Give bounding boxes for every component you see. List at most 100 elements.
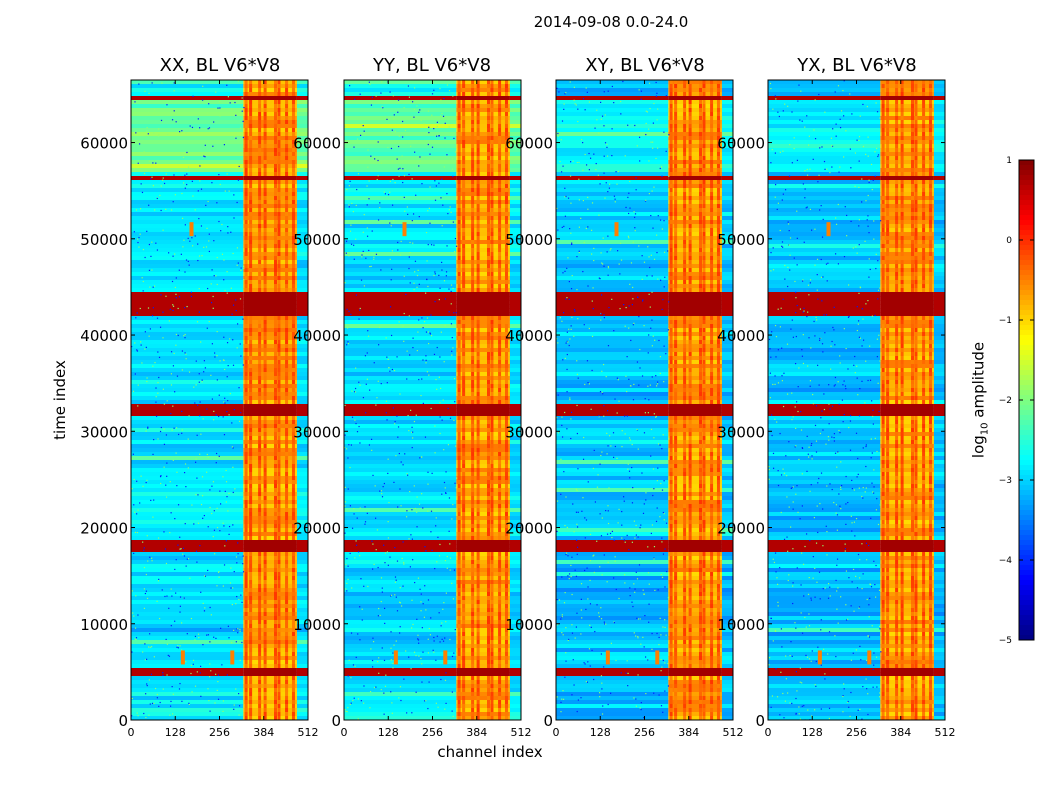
noise-speck (399, 626, 401, 628)
heatmap-cell (263, 472, 267, 477)
heatmap-cell (504, 656, 508, 661)
heatmap-cell (263, 336, 267, 341)
heatmap-cell (131, 640, 244, 645)
heatmap-cell (456, 132, 510, 137)
heatmap-cell (476, 472, 480, 477)
noise-speck (410, 145, 412, 147)
noise-speck (391, 129, 393, 131)
heatmap-cell (285, 684, 289, 689)
heatmap-cell (476, 628, 480, 633)
heatmap-cell (462, 264, 466, 269)
heatmap-cell (131, 712, 244, 717)
heatmap-cell (457, 184, 461, 189)
heatmap-cell (504, 276, 508, 281)
noise-speck (156, 317, 159, 319)
heatmap-cell (668, 148, 722, 153)
noise-speck (203, 246, 205, 248)
noise-speck (424, 700, 426, 702)
noise-speck (239, 659, 241, 661)
noise-speck (366, 204, 368, 206)
noise-speck (425, 550, 427, 552)
noise-speck (412, 431, 414, 433)
heatmap-cell (669, 168, 673, 173)
heatmap-cell (263, 444, 267, 449)
noise-speck (160, 475, 162, 477)
noise-speck (240, 355, 242, 357)
heatmap-cell (462, 124, 466, 129)
noise-speck (406, 510, 408, 512)
heatmap-cell (487, 680, 490, 685)
noise-speck (390, 631, 392, 633)
noise-speck (235, 114, 237, 116)
heatmap-cell (296, 280, 308, 285)
heatmap-cell (244, 496, 248, 501)
heatmap-cell (456, 452, 510, 457)
heatmap-cell (296, 268, 308, 273)
heatmap-cell (291, 628, 295, 633)
heatmap-cell (490, 556, 494, 561)
heatmap-cell (249, 244, 253, 249)
heatmap-cell (476, 260, 480, 265)
heatmap-cell (274, 448, 277, 453)
heatmap-cell (509, 208, 521, 213)
heatmap-cell (456, 384, 510, 389)
noise-speck (402, 325, 404, 327)
heatmap-cell (258, 356, 262, 361)
heatmap-cell (457, 208, 461, 213)
heatmap-cell (490, 692, 494, 697)
noise-speck (355, 540, 357, 542)
noise-speck (403, 196, 405, 199)
heatmap-cell (699, 144, 702, 149)
noise-speck (357, 718, 359, 720)
heatmap-cell (476, 580, 480, 585)
heatmap-cell (131, 296, 244, 301)
heatmap-cell (462, 324, 466, 329)
heatmap-cell (263, 372, 267, 377)
noise-speck (382, 486, 384, 488)
noise-speck (412, 101, 414, 103)
heatmap-cell (277, 564, 281, 569)
heatmap-cell (556, 108, 669, 113)
heatmap-cell (509, 92, 521, 97)
heatmap-cell (244, 356, 248, 361)
heatmap-cell (277, 636, 281, 641)
noise-speck (135, 317, 137, 319)
heatmap-cell (498, 132, 502, 137)
noise-speck (231, 642, 233, 644)
heatmap-cell (344, 164, 457, 169)
heatmap-cell (291, 212, 295, 217)
heatmap-cell (702, 116, 706, 121)
heatmap-cell (344, 508, 457, 513)
noise-speck (224, 490, 226, 493)
heatmap-cell (258, 580, 262, 585)
heatmap-cell (457, 252, 461, 257)
heatmap-cell (471, 604, 475, 609)
heatmap-cell (476, 284, 480, 289)
noise-speck (198, 255, 201, 257)
heatmap-cell (476, 140, 480, 145)
noise-speck (352, 664, 355, 666)
heatmap-cell (285, 224, 289, 229)
heatmap-cell (131, 200, 244, 205)
heatmap-cell (243, 504, 297, 509)
noise-speck (151, 315, 154, 317)
heatmap-cell (509, 136, 521, 141)
heatmap-cell (243, 668, 297, 673)
noise-speck (179, 536, 181, 538)
heatmap-cell (476, 416, 480, 421)
heatmap-cell (476, 200, 480, 205)
heatmap-cell (721, 92, 733, 97)
noise-speck (176, 375, 179, 377)
heatmap-cell (291, 124, 295, 129)
heatmap-cell (291, 680, 295, 685)
noise-speck (363, 130, 365, 132)
noise-speck (193, 386, 195, 388)
noise-speck (151, 241, 153, 243)
noise-speck (142, 290, 144, 292)
noise-speck (219, 490, 221, 492)
noise-speck (401, 120, 404, 123)
noise-speck (183, 239, 185, 241)
heatmap-cell (457, 368, 461, 373)
heatmap-cell (471, 712, 475, 717)
heatmap-cell (296, 108, 308, 113)
